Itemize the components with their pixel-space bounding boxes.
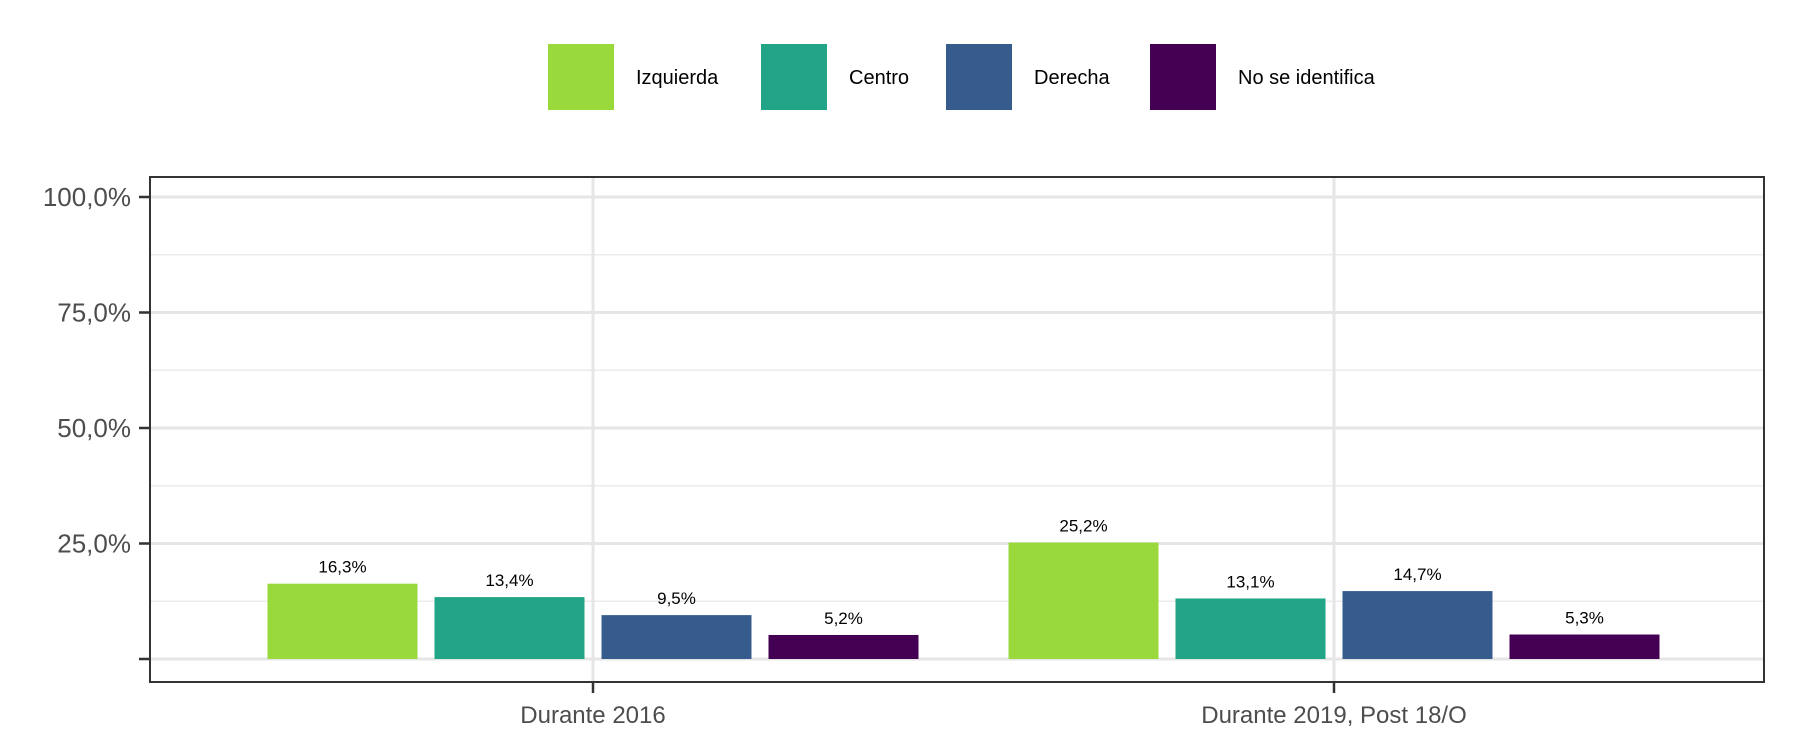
data-label: 25,2% xyxy=(1059,517,1107,536)
legend-item: Derecha xyxy=(946,44,1110,110)
legend-label: Derecha xyxy=(1034,67,1110,89)
y-tick-label: 25,0% xyxy=(57,529,131,559)
y-tick-label: 50,0% xyxy=(57,413,131,443)
y-tick-label: 100,0% xyxy=(43,182,131,212)
bar xyxy=(601,615,752,659)
data-label: 13,4% xyxy=(485,571,533,590)
bar xyxy=(1509,634,1660,659)
data-labels: 16,3% 13,4% 9,5% 5,2% 25,2% 13,1% 14,7% 5,3% xyxy=(318,517,1603,628)
legend-label: No se identifica xyxy=(1238,67,1376,89)
x-tick-label: Durante 2019, Post 18/O xyxy=(1201,702,1467,729)
x-axis: Durante 2016 Durante 2019, Post 18/O xyxy=(520,682,1467,729)
bar xyxy=(1175,598,1326,659)
data-label: 16,3% xyxy=(318,558,366,577)
legend-item: Izquierda xyxy=(548,44,719,110)
bars xyxy=(267,542,1660,659)
data-label: 9,5% xyxy=(657,589,696,608)
legend-swatch xyxy=(548,44,614,110)
bar xyxy=(768,634,919,659)
bar xyxy=(1342,591,1493,659)
bar xyxy=(267,583,418,659)
data-label: 5,2% xyxy=(824,609,863,628)
legend-label: Centro xyxy=(849,67,909,89)
data-label: 5,3% xyxy=(1565,609,1604,628)
legend-swatch xyxy=(761,44,827,110)
legend-label: Izquierda xyxy=(636,67,719,89)
bar xyxy=(1008,542,1159,659)
gridlines xyxy=(150,177,1764,682)
legend-item: No se identifica xyxy=(1150,44,1376,110)
data-label: 13,1% xyxy=(1226,572,1274,591)
bar xyxy=(434,597,585,659)
legend: Izquierda Centro Derecha No se identifica xyxy=(548,44,1376,110)
y-tick-label: 75,0% xyxy=(57,298,131,328)
legend-swatch xyxy=(1150,44,1216,110)
legend-item: Centro xyxy=(761,44,909,110)
x-tick-label: Durante 2016 xyxy=(520,702,665,729)
plot-panel-border xyxy=(149,176,1765,683)
y-axis: 25,0% 50,0% 75,0% 100,0% xyxy=(43,182,150,661)
legend-swatch xyxy=(946,44,1012,110)
data-label: 14,7% xyxy=(1393,565,1441,584)
